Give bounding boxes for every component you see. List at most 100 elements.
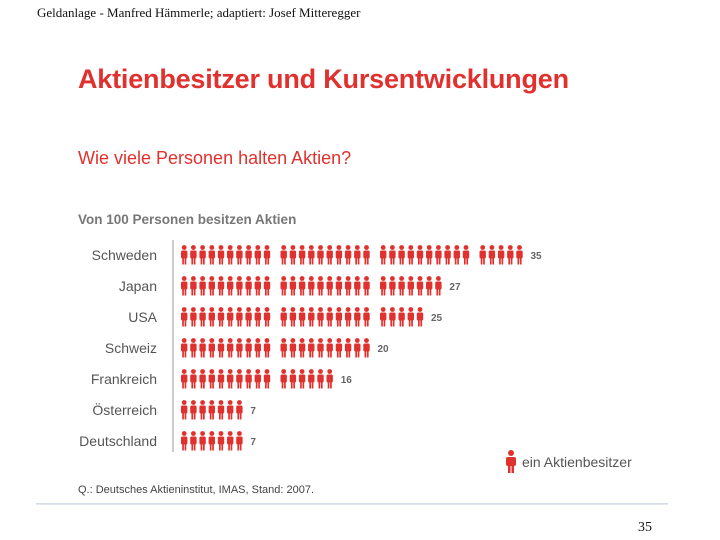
legend-label: ein Aktienbesitzer (522, 454, 632, 470)
person-icon (497, 245, 505, 265)
person-icon (217, 431, 225, 451)
value-label: 7 (250, 406, 256, 417)
person-icon (506, 450, 516, 473)
person-icon (263, 369, 271, 389)
person-icon (380, 245, 387, 265)
person-icon (407, 276, 414, 296)
person-icon (298, 276, 306, 296)
value-label: 7 (250, 437, 256, 448)
person-icon (435, 276, 442, 296)
person-icon (190, 245, 197, 265)
person-icon (190, 338, 197, 358)
person-icon (217, 245, 225, 265)
person-icon (407, 307, 414, 327)
person-icon (416, 307, 424, 327)
category-label: Schweiz (105, 340, 157, 356)
person-icon (398, 276, 405, 296)
person-icon (335, 276, 343, 296)
person-icon (236, 338, 243, 358)
person-icon (227, 400, 234, 420)
person-icon (208, 245, 215, 265)
person-icon (380, 276, 387, 296)
person-icon (263, 307, 271, 327)
person-icon (344, 276, 352, 296)
page-number: 35 (638, 520, 652, 535)
value-label: 27 (449, 282, 461, 293)
person-icon (354, 307, 361, 327)
person-icon (236, 431, 243, 451)
person-icon (317, 307, 324, 327)
person-icon (227, 431, 234, 451)
slide-title: Aktienbesitzer und Kursentwicklungen (78, 64, 569, 94)
category-label: Japan (119, 278, 157, 294)
person-icon (280, 307, 287, 327)
person-icon (344, 338, 352, 358)
person-icon (289, 338, 297, 358)
person-icon (289, 307, 297, 327)
person-icon (190, 307, 197, 327)
person-icon (298, 307, 306, 327)
person-icon (245, 369, 252, 389)
person-icon (335, 338, 343, 358)
person-icon (199, 276, 206, 296)
person-icon (326, 307, 333, 327)
person-icon (254, 369, 261, 389)
person-icon (308, 369, 315, 389)
person-icon (199, 431, 206, 451)
person-icon (289, 245, 297, 265)
person-icon (363, 338, 370, 358)
person-icon (335, 307, 343, 327)
person-icon (426, 245, 433, 265)
person-icon (280, 338, 287, 358)
person-icon (217, 369, 225, 389)
person-icon (516, 245, 523, 265)
person-icon (398, 307, 405, 327)
chart-rows: Schweden 35 Japan 27 USA 25 Schweiz 20 Frankreic… (79, 245, 543, 451)
person-icon (263, 245, 271, 265)
category-label: Deutschland (79, 433, 157, 449)
category-label: Österreich (92, 401, 157, 418)
value-label: 35 (531, 251, 543, 262)
person-icon (354, 245, 361, 265)
bottom-divider (36, 503, 668, 505)
person-icon (227, 369, 234, 389)
person-icon (363, 307, 370, 327)
person-icon (298, 338, 306, 358)
person-icon (363, 276, 370, 296)
person-icon (190, 276, 197, 296)
person-icon (181, 276, 188, 296)
person-icon (199, 245, 206, 265)
person-icon (317, 338, 324, 358)
person-icon (326, 245, 333, 265)
person-icon (190, 431, 197, 451)
person-icon (217, 338, 225, 358)
person-icon (380, 307, 387, 327)
person-icon (298, 245, 306, 265)
person-icon (389, 307, 396, 327)
person-icon (317, 276, 324, 296)
chart-title: Von 100 Personen besitzen Aktien (78, 212, 297, 227)
person-icon (280, 369, 287, 389)
person-icon (389, 245, 396, 265)
person-icon (344, 307, 352, 327)
person-icon (407, 245, 414, 265)
person-icon (444, 245, 451, 265)
category-label: Schweden (92, 247, 157, 263)
person-icon (317, 369, 324, 389)
person-icon (344, 245, 352, 265)
person-icon (308, 245, 315, 265)
person-icon (227, 307, 234, 327)
person-icon (416, 276, 424, 296)
person-icon (289, 369, 297, 389)
person-icon (488, 245, 496, 265)
person-icon (354, 276, 361, 296)
person-icon (363, 245, 370, 265)
person-icon (326, 276, 333, 296)
slide-subtitle: Wie viele Personen halten Aktien? (78, 148, 352, 168)
person-icon (236, 245, 243, 265)
person-icon (227, 245, 234, 265)
person-icon (298, 369, 306, 389)
person-icon (254, 338, 261, 358)
person-icon (479, 245, 486, 265)
